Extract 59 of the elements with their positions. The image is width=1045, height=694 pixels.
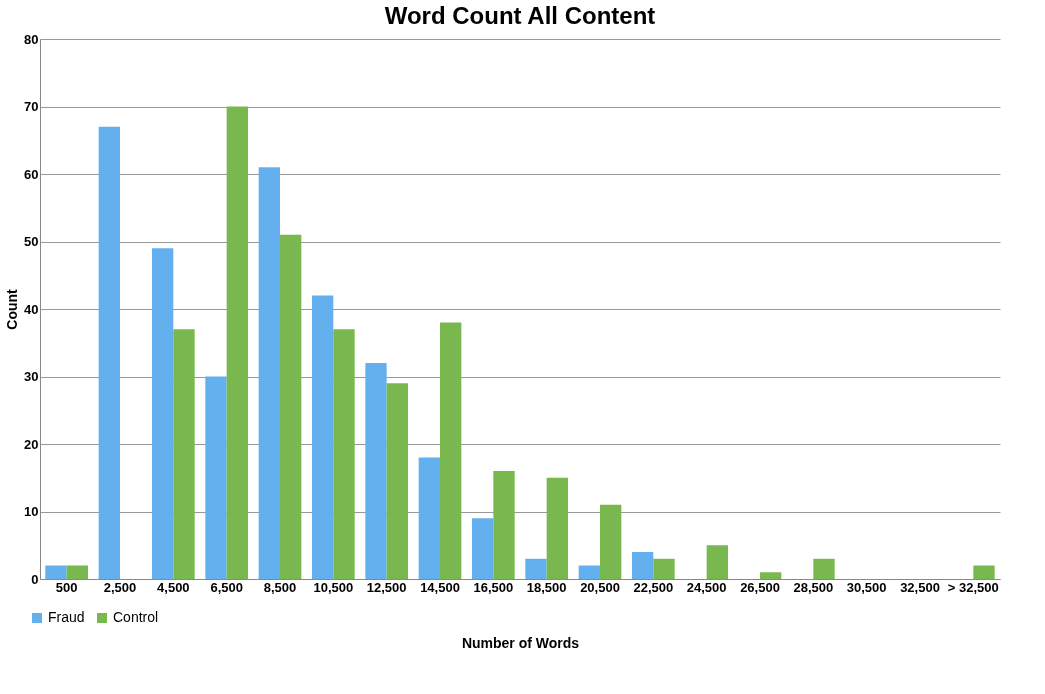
- x-tick-label: 18,500: [526, 579, 567, 595]
- x-tick-label: 30,500: [846, 579, 887, 595]
- y-tick-label: 70: [24, 99, 39, 114]
- x-tick-label: 28,500: [793, 579, 834, 595]
- bar: [973, 565, 995, 579]
- bar: [600, 504, 622, 579]
- bar: [280, 234, 302, 579]
- bar: [66, 565, 88, 579]
- x-tick-label: 12,500: [366, 579, 407, 595]
- y-tick-label: 0: [31, 571, 39, 587]
- bar: [152, 248, 174, 579]
- bar: [440, 322, 462, 579]
- y-tick-label: 40: [24, 301, 39, 317]
- y-tick-label: 80: [24, 31, 39, 47]
- bar: [226, 106, 248, 579]
- x-tick-label: 14,500: [420, 579, 460, 595]
- y-tick-label: 10: [24, 504, 39, 519]
- bar: [760, 572, 782, 579]
- x-tick-label: 26,500: [740, 579, 780, 595]
- bar: [386, 383, 408, 579]
- y-tick-label: 30: [24, 369, 39, 384]
- bar: [98, 126, 120, 579]
- bar: [205, 376, 227, 579]
- x-tick-label: 10,500: [313, 579, 354, 595]
- bar: [706, 545, 728, 579]
- bar: [173, 329, 195, 579]
- bar: [653, 558, 675, 579]
- x-tick-label: 32,500: [900, 579, 940, 595]
- bar: [493, 471, 515, 579]
- bar: [258, 167, 280, 579]
- x-tick-label: 6,500: [210, 579, 243, 595]
- x-tick-label: 8,500: [263, 579, 297, 595]
- x-tick-label: > 32,500: [947, 579, 999, 595]
- bar: [418, 457, 440, 579]
- x-tick-label: 22,500: [633, 579, 674, 595]
- y-tick-label: 50: [24, 234, 39, 249]
- bar: [632, 552, 654, 579]
- bar: [45, 565, 67, 579]
- x-tick-label: 16,500: [473, 579, 514, 595]
- y-tick-label: 60: [24, 166, 39, 182]
- y-tick-label: 20: [24, 436, 39, 452]
- legend-label: Control: [113, 609, 159, 625]
- legend-label: Fraud: [48, 609, 85, 625]
- x-tick-label: 20,500: [580, 579, 620, 595]
- bar: [333, 329, 355, 579]
- x-tick-label: 24,500: [686, 579, 727, 595]
- bar: [546, 477, 568, 579]
- bar: [525, 558, 547, 579]
- x-axis-title: Number of Words: [461, 634, 580, 651]
- bar: [312, 295, 334, 579]
- bar: [472, 518, 494, 579]
- bar: [813, 558, 835, 579]
- x-tick-label: 500: [55, 579, 78, 595]
- y-axis-title: Count: [4, 288, 21, 330]
- x-tick-label: 4,500: [157, 579, 190, 595]
- bar: [578, 565, 600, 579]
- bar: [365, 363, 387, 579]
- x-tick-label: 2,500: [103, 579, 137, 595]
- chart-title: Word Count All Content: [384, 2, 656, 29]
